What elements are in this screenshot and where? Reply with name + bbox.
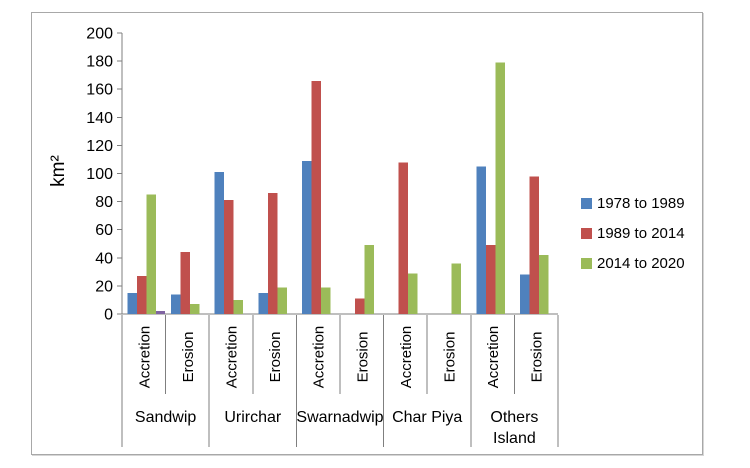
legend-item-1989-2014: 1989 to 2014: [581, 224, 685, 242]
legend-label: 1989 to 2014: [597, 224, 685, 242]
island-label: Island: [493, 430, 536, 447]
category-label: Erosion: [442, 332, 459, 383]
bar: [137, 276, 147, 314]
bar: [398, 162, 409, 314]
y-tick-label: 160: [86, 82, 113, 99]
legend-swatch-blue: [581, 197, 592, 209]
bar: [364, 245, 374, 314]
legend-item-2014-2020: 2014 to 2020: [581, 254, 685, 272]
legend-swatch-green: [581, 257, 592, 269]
island-label: Others: [490, 409, 538, 426]
y-tick-label: 120: [86, 138, 113, 155]
y-axis-title: km²: [48, 155, 69, 187]
y-tick-label: 80: [95, 194, 113, 211]
island-label: Sandwip: [135, 409, 196, 426]
bar: [190, 304, 200, 314]
y-tick-label: 200: [86, 26, 113, 43]
category-label: Erosion: [529, 332, 546, 383]
category-label: Erosion: [354, 332, 371, 383]
bar: [355, 298, 365, 314]
legend-item-1978-1989: 1978 to 1989: [581, 194, 685, 212]
legend-swatch-red: [581, 227, 592, 239]
category-label: Erosion: [180, 332, 197, 383]
category-label: Accretion: [485, 326, 502, 389]
bar: [267, 193, 278, 314]
bar: [529, 176, 539, 314]
bar: [224, 200, 234, 314]
category-label: Accretion: [398, 326, 415, 389]
bar: [538, 254, 549, 314]
legend-label: 1978 to 1989: [597, 194, 685, 212]
bar: [519, 274, 530, 314]
y-tick-label: 60: [95, 222, 113, 239]
y-tick-label: 40: [95, 250, 113, 267]
bar: [301, 160, 312, 314]
island-label: Swarnadwip: [296, 409, 383, 426]
bar: [495, 62, 505, 314]
y-tick-label: 20: [95, 278, 113, 295]
legend-label: 2014 to 2020: [597, 254, 685, 272]
bar: [171, 294, 181, 314]
bar: [214, 172, 225, 314]
legend: 1978 to 1989 1989 to 2014 2014 to 2020: [581, 194, 685, 272]
island-label: Char Piya: [392, 409, 462, 426]
bar: [311, 80, 321, 315]
category-label: Accretion: [311, 326, 328, 389]
bar: [320, 287, 331, 314]
bar: [451, 263, 462, 314]
category-label: Accretion: [224, 326, 241, 389]
island-label: Urirchar: [224, 409, 282, 426]
bar: [476, 166, 486, 314]
bar: [127, 292, 137, 314]
y-tick-label: 140: [86, 110, 113, 127]
y-tick-label: 0: [104, 307, 113, 324]
bar: [146, 194, 156, 314]
y-tick-label: 180: [86, 54, 113, 71]
category-label: Accretion: [136, 326, 153, 389]
category-label: Erosion: [267, 332, 284, 383]
bar: [485, 245, 496, 314]
bar: [233, 299, 244, 314]
bar: [258, 292, 268, 314]
bar: [180, 252, 191, 314]
bar-unlabeled: [156, 311, 165, 314]
y-tick-label: 100: [86, 166, 113, 183]
bar: [408, 273, 418, 314]
bar: [277, 287, 287, 314]
